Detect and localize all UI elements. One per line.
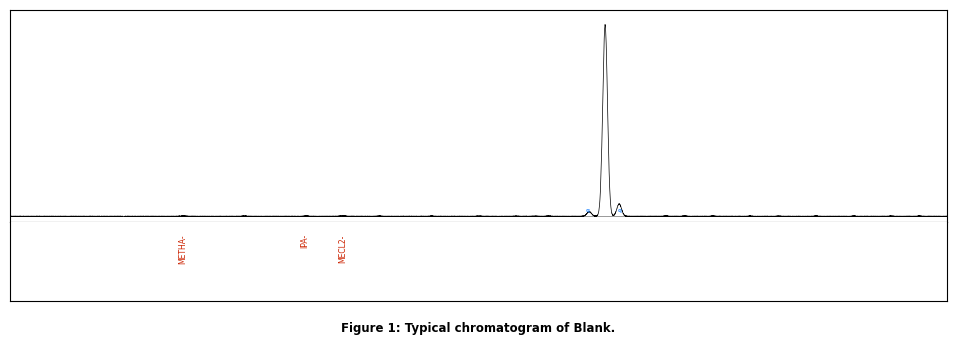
Text: MECL2-: MECL2-: [338, 234, 347, 263]
Text: q: q: [587, 208, 590, 213]
Text: q: q: [618, 208, 622, 213]
Text: IPA-: IPA-: [300, 234, 309, 249]
Text: METHA-: METHA-: [179, 234, 188, 264]
Text: Figure 1: Typical chromatogram of Blank.: Figure 1: Typical chromatogram of Blank.: [342, 322, 615, 335]
